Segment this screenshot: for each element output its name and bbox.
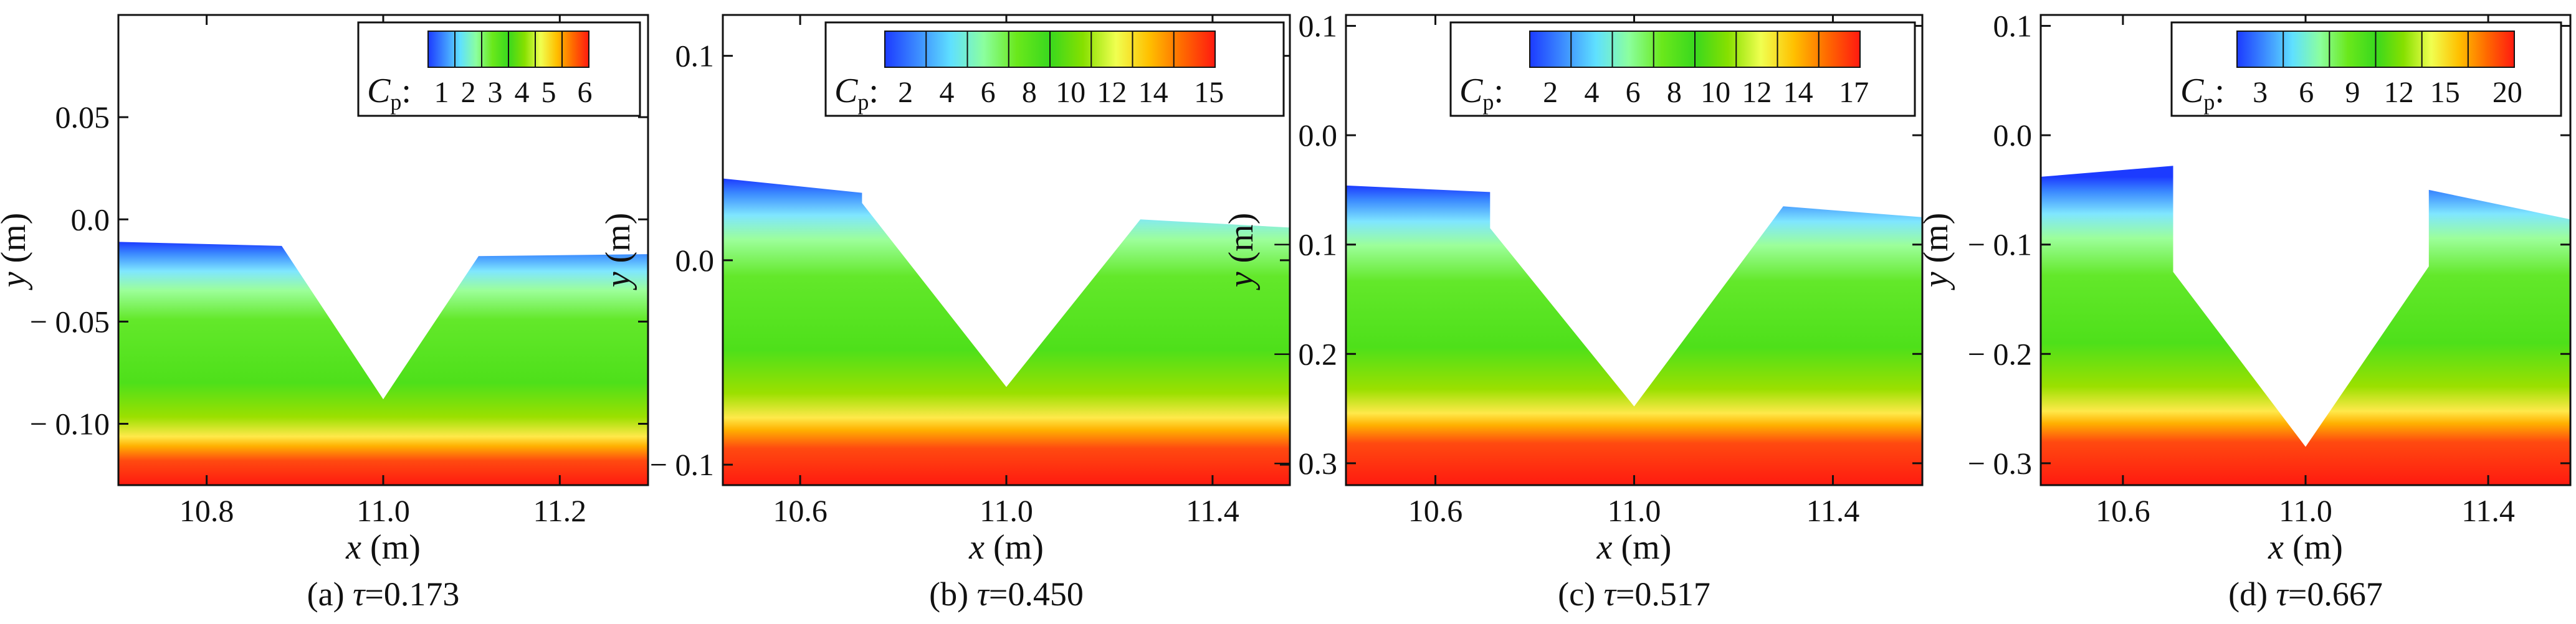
y-axis-label: y (m)	[599, 213, 637, 291]
chart-panel-1: 10.8 11.0 11.2 0.05 0.0 − 0.05 − 0.10 x (m) y (m…	[0, 14, 649, 613]
pressure-field	[118, 242, 648, 485]
y-axis-label: y (m)	[1222, 213, 1261, 291]
colorbar-tick-label: 5	[541, 76, 556, 109]
x-axis-label: x (m)	[2268, 528, 2343, 567]
y-axis-label: y (m)	[0, 213, 33, 291]
chart-panel-2: 10.6 11.0 11.4 0.1 0.0 − 0.1 x (m) y (m) (b) τ=0…	[599, 14, 1291, 613]
x-tick-label: 10.8	[179, 493, 234, 528]
x-tick-label: 11.0	[980, 493, 1033, 528]
colorbar-tick-label: 10	[1701, 76, 1730, 109]
panel-caption: (d) τ=0.667	[2228, 575, 2383, 613]
colorbar-legend: 3 6 9 12 15 20 Cp:	[2170, 21, 2562, 117]
chart-panel-4: 10.6 11.0 11.4 0.1 0.0 − 0.1 − 0.2 − 0.3 x (m) y …	[1917, 9, 2572, 613]
colorbar-tick-label: 12	[1097, 76, 1127, 109]
colorbar-tick-label: 12	[2384, 76, 2414, 109]
y-tick-label: − 0.05	[30, 304, 110, 339]
colorbar-tick-label: 17	[1839, 76, 1869, 109]
y-tick-label: − 0.3	[1968, 446, 2032, 481]
colorbar-tick-label: 6	[578, 76, 593, 109]
legend-variable: Cp:	[2180, 72, 2225, 115]
colorbar-tick-label: 15	[1194, 76, 1224, 109]
colorbar-tick-label: 14	[1783, 76, 1813, 109]
y-tick-label: − 0.1	[1273, 227, 1337, 262]
colorbar-legend: 1 2 3 4 5 6 Cp:	[357, 21, 641, 117]
pressure-field	[723, 178, 1290, 485]
colorbar-legend: 2 4 6 8 10 12 14 17 Cp:	[1449, 21, 1916, 117]
colorbar-tick-label: 4	[515, 76, 530, 109]
colorbar-tick-label: 4	[1584, 76, 1599, 109]
y-tick-label: 0.1	[1993, 9, 2033, 44]
colorbar-tick-label: 6	[2299, 76, 2314, 109]
y-tick-label: − 0.1	[1968, 227, 2032, 262]
x-axis-label: x (m)	[968, 528, 1044, 567]
x-tick-label: 10.6	[2096, 493, 2150, 528]
y-tick-label: 0.0	[675, 243, 715, 278]
x-axis-label: x (m)	[345, 528, 421, 567]
legend-variable: Cp:	[834, 72, 879, 115]
y-tick-label: − 0.2	[1968, 336, 2032, 371]
x-tick-label: 11.0	[356, 493, 410, 528]
colorbar-tick-label: 20	[2493, 76, 2522, 109]
x-tick-label: 10.6	[1408, 493, 1463, 528]
colorbar-tick-label: 6	[981, 76, 996, 109]
x-tick-label: 11.4	[1806, 493, 1860, 528]
colorbar-tick-label: 8	[1667, 76, 1682, 109]
colorbar-tick-label: 2	[898, 76, 913, 109]
colorbar-tick-label: 2	[461, 76, 476, 109]
x-tick-label: 10.6	[773, 493, 828, 528]
x-tick-label: 11.4	[1186, 493, 1239, 528]
pressure-field	[1346, 185, 1922, 485]
colorbar-tick-label: 3	[2253, 76, 2268, 109]
legend-variable: Cp:	[1459, 72, 1504, 115]
y-tick-label: − 0.10	[30, 407, 110, 442]
x-tick-label: 11.2	[533, 493, 587, 528]
y-tick-label: 0.0	[71, 202, 110, 237]
y-tick-label: − 0.3	[1273, 446, 1337, 481]
panel-caption: (a) τ=0.173	[307, 575, 460, 613]
x-axis-label: x (m)	[1596, 528, 1672, 567]
y-tick-label: − 0.1	[650, 447, 714, 482]
y-tick-label: 0.1	[675, 39, 715, 73]
x-tick-label: 11.0	[1608, 493, 1661, 528]
y-tick-label: − 0.2	[1273, 336, 1337, 371]
y-axis-label: y (m)	[1917, 213, 1955, 291]
y-tick-label: 0.0	[1299, 118, 1338, 153]
colorbar-tick-label: 14	[1138, 76, 1168, 109]
x-tick-label: 11.4	[2461, 493, 2515, 528]
y-tick-label: 0.0	[1993, 118, 2033, 153]
y-tick-label: 0.1	[1299, 9, 1338, 44]
colorbar-tick-label: 12	[1742, 76, 1772, 109]
colorbar-tick-label: 8	[1022, 76, 1037, 109]
panel-caption: (c) τ=0.517	[1558, 575, 1710, 613]
colorbar-tick-label: 15	[2430, 76, 2460, 109]
x-tick-label: 11.0	[2279, 493, 2332, 528]
legend-variable: Cp:	[367, 72, 411, 115]
colorbar-tick-label: 4	[939, 76, 954, 109]
colorbar-tick-label: 10	[1056, 76, 1085, 109]
y-tick-label: 0.05	[55, 100, 110, 135]
colorbar-legend: 2 4 6 8 10 12 14 15 Cp:	[824, 21, 1285, 117]
colorbar-tick-label: 9	[2345, 76, 2360, 109]
chart-panel-3: 10.6 11.0 11.4 0.1 0.0 − 0.1 − 0.2 − 0.3 x (m) y …	[1222, 9, 1924, 613]
colorbar-tick-label: 3	[488, 76, 503, 109]
colorbar-tick-label: 6	[1626, 76, 1641, 109]
colorbar-tick-label: 1	[434, 76, 449, 109]
colorbar-tick-label: 2	[1543, 76, 1558, 109]
pressure-field	[2041, 166, 2570, 485]
panel-caption: (b) τ=0.450	[929, 575, 1084, 613]
